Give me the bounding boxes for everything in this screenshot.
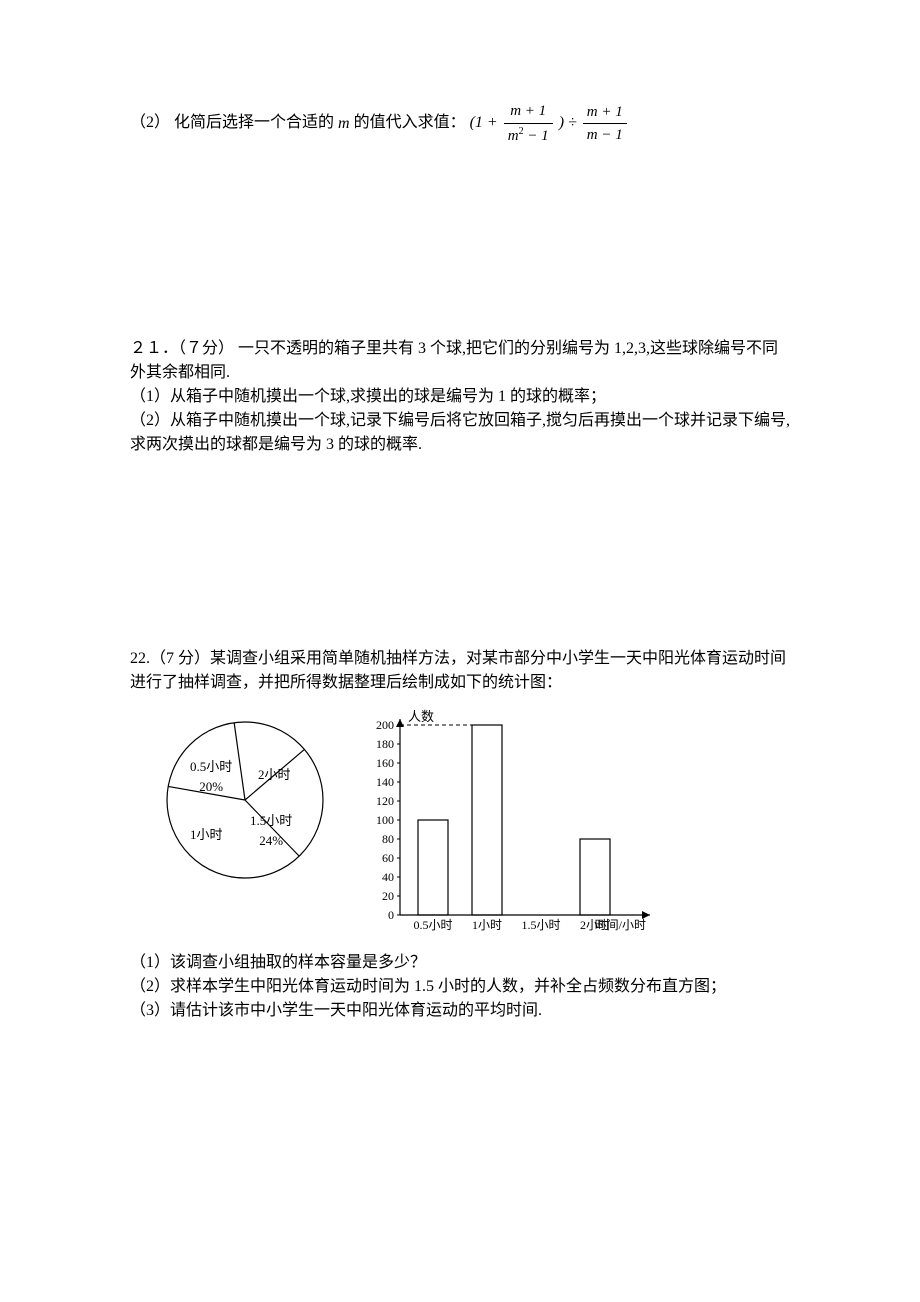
question-20-2: （2） 化简后选择一个合适的 m 的值代入求值： (1 + m + 1 m2 −… [130,100,790,147]
frac-2: m + 1 m − 1 [583,101,627,147]
pie-slice-label: 0.5小时20% [190,757,232,796]
pie-slice-label: 2小时 [258,765,291,785]
frac-2-num: m + 1 [583,101,627,125]
bar-chart: 0 20 40 60 80 100 120 140 160 180 200 0.5小时 1小时 1.5小时… [360,705,660,945]
svg-text:0: 0 [388,908,394,922]
svg-text:0.5小时: 0.5小时 [413,918,452,932]
svg-text:120: 120 [376,794,394,808]
question-22: 22.（7 分）某调查小组采用简单随机抽样方法，对某市部分中小学生一天中阳光体育… [130,647,790,1023]
q20-2-prefix: （2） 化简后选择一个合适的 [130,114,334,131]
svg-text:40: 40 [382,870,394,884]
svg-text:1小时: 1小时 [472,918,502,932]
q22-head: 22.（7 分）某调查小组采用简单随机抽样方法，对某市部分中小学生一天中阳光体育… [130,647,790,695]
svg-text:1.5小时: 1.5小时 [521,918,560,932]
svg-text:180: 180 [376,737,394,751]
svg-text:200: 200 [376,718,394,732]
frac-1-num: m + 1 [504,100,553,124]
q20-2-formula: (1 + m + 1 m2 − 1 ) ÷ m + 1 m − 1 [470,100,629,147]
q21-p2: （2）从箱子中随机摸出一个球,记录下编号后将它放回箱子,搅匀后再摸出一个球并记录… [130,409,790,457]
svg-text:80: 80 [382,832,394,846]
svg-text:60: 60 [382,851,394,865]
q22-p1: （1）该调查小组抽取的样本容量是多少？ [130,951,790,975]
pie-slice-label: 1.5小时24% [250,811,292,850]
q20-2-text: （2） 化简后选择一个合适的 m 的值代入求值： (1 + m + 1 m2 −… [130,100,790,147]
q22-p3: （3）请估计该市中小学生一天中阳光体育运动的平均时间. [130,999,790,1023]
question-21: ２１．（７分） 一只不透明的箱子里共有 3 个球,把它们的分别编号为 1,2,3… [130,337,790,457]
frac-1: m + 1 m2 − 1 [504,100,553,147]
frac-1-den: m2 − 1 [504,124,553,148]
svg-text:100: 100 [376,813,394,827]
charts-row: 0.5小时20% 2小时 1.5小时24% 1小时 0 20 40 60 80 100 120 14… [150,705,790,945]
q21-head: ２１．（７分） 一只不透明的箱子里共有 3 个球,把它们的分别编号为 1,2,3… [130,337,790,385]
pie-slice-label: 1小时 [190,825,223,845]
svg-text:160: 160 [376,756,394,770]
frac-2-den: m − 1 [583,124,627,147]
q20-2-mid: 的值代入求值： [354,114,466,131]
q21-p1: （1）从箱子中随机摸出一个球,求摸出的球是编号为 1 的球的概率； [130,385,790,409]
svg-text:140: 140 [376,775,394,789]
svg-text:时间/小时: 时间/小时 [595,918,646,932]
svg-text:20: 20 [382,889,394,903]
pie-chart: 0.5小时20% 2小时 1.5小时24% 1小时 [150,705,340,895]
q22-p2: （2）求样本学生中阳光体育运动时间为 1.5 小时的人数，并补全占频数分布直方图… [130,975,790,999]
q20-2-var: m [338,112,350,136]
svg-text:人数: 人数 [408,709,434,724]
